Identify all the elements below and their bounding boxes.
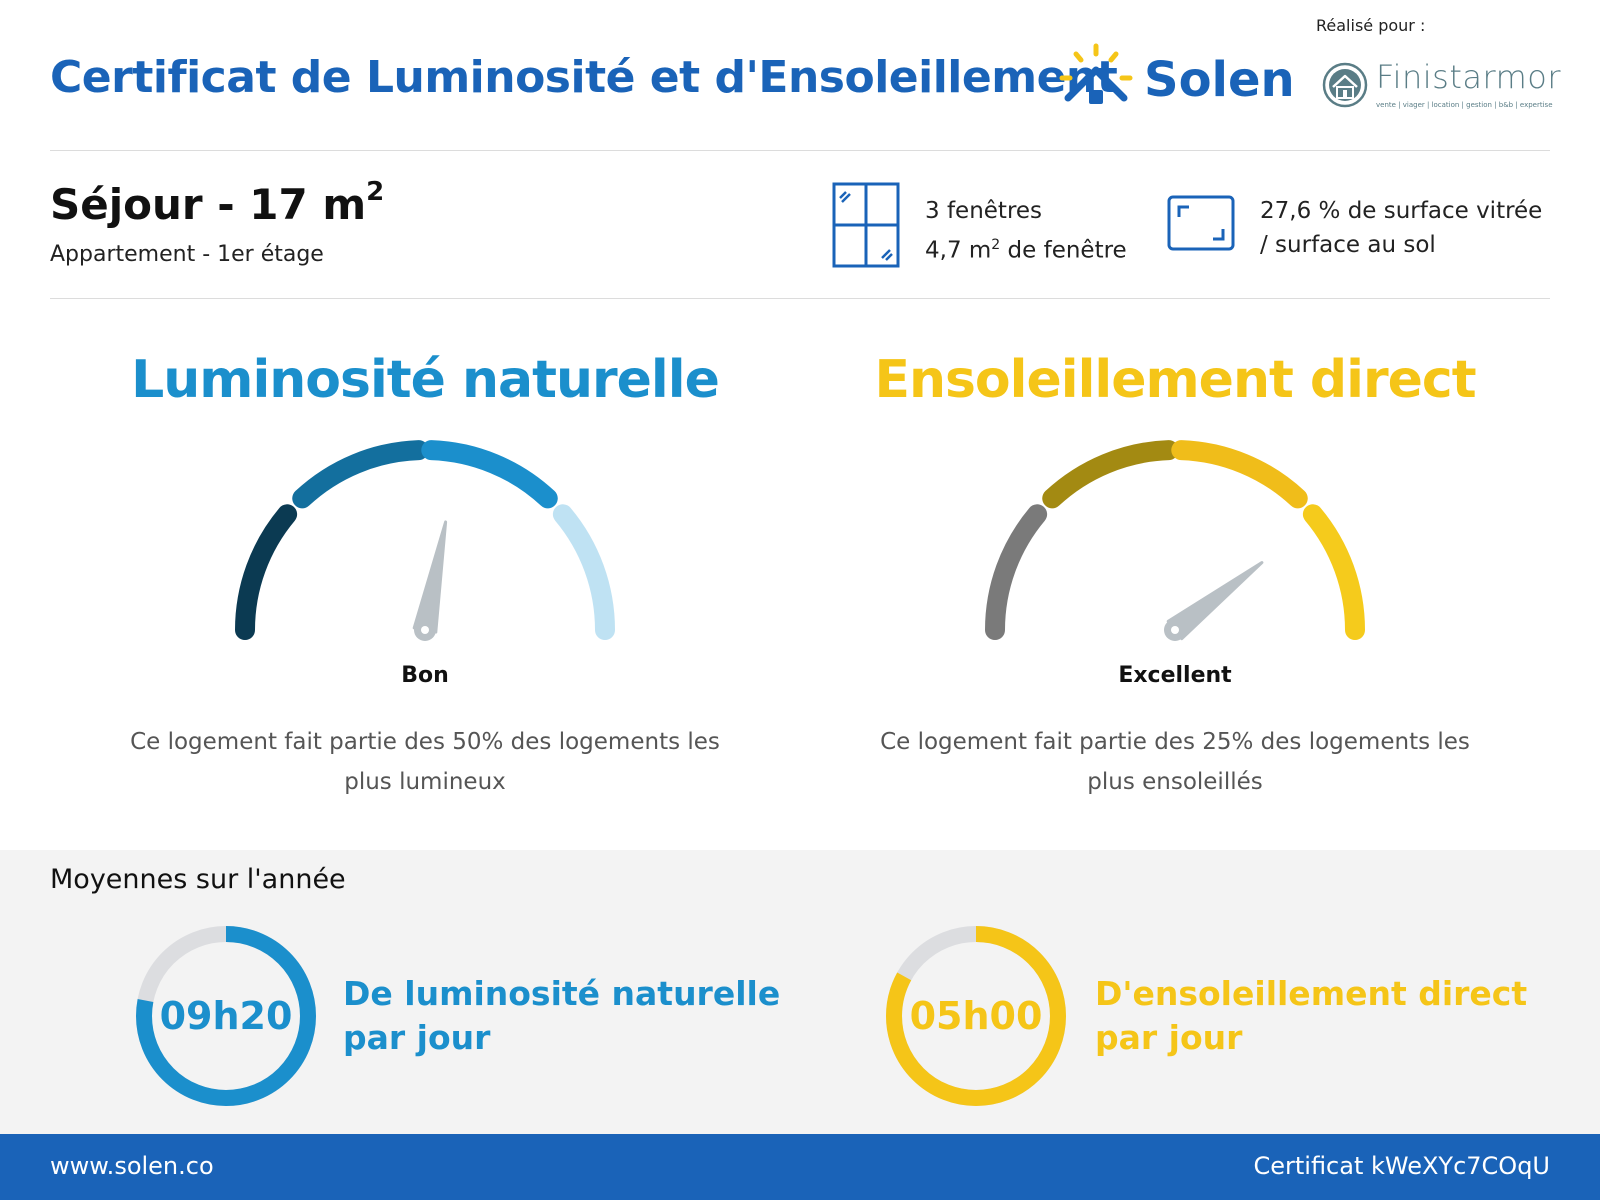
divider	[50, 150, 1550, 151]
sunlight-label-line2: par jour	[1095, 1018, 1243, 1057]
surface-ratio-icon	[1167, 195, 1235, 251]
room-subtitle: Appartement - 1er étage	[50, 242, 324, 267]
yearly-averages-section: Moyennes sur l'année 09h20 De luminosité…	[0, 850, 1600, 1134]
glazing-ratio-line1: 27,6 % de surface vitrée	[1260, 198, 1543, 224]
sunlight-gauge-segment	[1171, 440, 1308, 509]
sunlight-gauge-segment	[1042, 440, 1179, 509]
luminosity-progress-ring	[136, 926, 316, 1106]
sun-house-icon	[1059, 43, 1133, 104]
luminosity-ring: 09h20	[134, 924, 318, 1112]
room-title: Séjour - 17 m2	[50, 177, 385, 229]
windows-info: 3 fenêtres 4,7 m2 de fenêtre	[925, 194, 1127, 268]
glazing-ratio-line2: / surface au sol	[1260, 232, 1436, 258]
header: Certificat de Luminosité et d'Ensoleille…	[50, 0, 1560, 150]
window-area-value: 4,7 m	[925, 237, 992, 264]
sunlight-hours-label: D'ensoleillement direct par jour	[1095, 972, 1527, 1060]
luminosity-hours: 09h20	[159, 994, 293, 1038]
luminosity-title: Luminosité naturelle	[131, 350, 720, 410]
sunlight-gauge	[985, 440, 1365, 641]
luminosity-hours-label: De luminosité naturelle par jour	[343, 972, 780, 1060]
sunlight-ring: 05h00	[884, 924, 1068, 1112]
sunlight-hours: 05h00	[909, 994, 1043, 1038]
luminosity-ring-progress	[136, 926, 316, 1106]
luminosity-gauge-segment	[292, 440, 429, 509]
room-name: Séjour - 17 m	[50, 180, 367, 229]
finistarmor-logo: Finistarmor vente | viager | location | …	[1320, 58, 1560, 120]
footer: www.solen.co Certificat kWeXYc7COqU	[0, 1134, 1600, 1200]
luminosity-rating: Bon	[401, 663, 449, 688]
page-title: Certificat de Luminosité et d'Ensoleille…	[50, 52, 1118, 103]
averages-title: Moyennes sur l'année	[50, 864, 346, 895]
sunlight-progress-ring	[886, 926, 1066, 1106]
sunlight-description: Ce logement fait partie des 25% des loge…	[880, 729, 1470, 795]
glazing-ratio: 27,6 % de surface vitrée / surface au so…	[1260, 194, 1542, 262]
solen-brand-text: Solen	[1144, 52, 1295, 108]
luminosity-gauge-hub-dot	[421, 626, 429, 634]
window-area-suffix: de fenêtre	[1000, 237, 1127, 264]
luminosity-gauge	[235, 440, 615, 641]
divider	[50, 298, 1550, 299]
partner-tagline: vente | viager | location | gestion | b&…	[1376, 101, 1553, 109]
sunlight-gauge-segment	[1302, 504, 1365, 640]
window-area-exponent: 2	[991, 237, 1001, 253]
window-area: 4,7 m2 de fenêtre	[925, 228, 1127, 268]
room-area-exponent: 2	[366, 177, 385, 207]
sunlight-panel: Ensoleillement direct Excellent Ce logem…	[825, 350, 1525, 810]
luminosity-gauge-needle	[412, 520, 448, 634]
sunlight-rating: Excellent	[1118, 663, 1232, 688]
windows-count: 3 fenêtres	[925, 198, 1043, 224]
partner-name: Finistarmor	[1376, 58, 1561, 96]
sunlight-gauge-segment	[985, 504, 1048, 640]
luminosity-description: Ce logement fait partie des 50% des loge…	[130, 729, 720, 795]
made-for-label: Réalisé pour :	[1316, 16, 1426, 35]
solen-logo: Solen	[1056, 40, 1296, 116]
sunlight-ring-progress	[886, 926, 1066, 1106]
luminosity-panel: Luminosité naturelle Bon Ce logement fai…	[75, 350, 775, 810]
luminosity-label-line1: De luminosité naturelle	[343, 974, 781, 1013]
sunlight-title: Ensoleillement direct	[874, 350, 1476, 410]
window-icon	[832, 182, 900, 268]
luminosity-gauge-segment	[235, 504, 298, 640]
partner-house-icon	[1322, 62, 1368, 108]
luminosity-gauge-segment	[552, 504, 615, 640]
luminosity-gauge-segment	[421, 440, 558, 509]
luminosity-label-line2: par jour	[343, 1018, 491, 1057]
certificate-id: Certificat kWeXYc7COqU	[1253, 1152, 1550, 1180]
sunlight-gauge-hub-dot	[1171, 626, 1179, 634]
website-link[interactable]: www.solen.co	[50, 1152, 214, 1180]
sunlight-label-line1: D'ensoleillement direct	[1095, 974, 1528, 1013]
